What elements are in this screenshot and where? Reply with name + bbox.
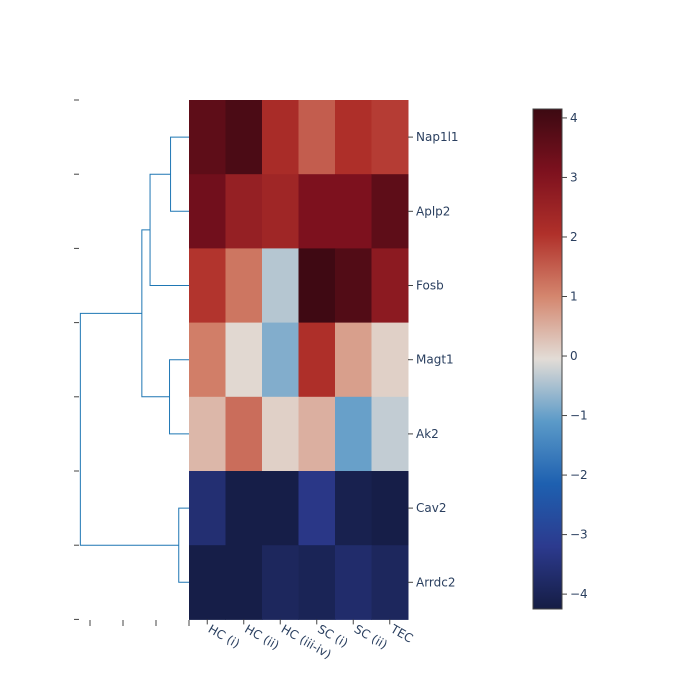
colorbar: 4 3 2 1 0 −1 −2 −3 −4 — [532, 108, 588, 610]
heatmap-cells — [189, 100, 409, 620]
heatmap-cell-fosb-5 — [335, 248, 372, 324]
heatmap-cell-nap1l1-3 — [262, 100, 299, 175]
heatmap-cell-nap1l1-4 — [298, 100, 336, 175]
heatmap-cell-cav2-6 — [371, 471, 409, 546]
dendrogram-link — [141, 229, 170, 398]
heatmap-cell-ak2-3 — [262, 396, 299, 472]
heatmap-cell-aplp2-2 — [225, 174, 263, 249]
heatmap-cell-ak2-6 — [371, 396, 409, 472]
heatmap-cell-nap1l1-1 — [189, 100, 226, 175]
heatmap-cell-arrdc2-3 — [262, 545, 299, 620]
column-label: TEC — [387, 621, 415, 645]
heatmap-cell-ak2-4 — [298, 396, 336, 472]
row-label: Magt1 — [416, 353, 454, 367]
heatmap-cell-nap1l1-2 — [225, 100, 263, 175]
colorbar-tick-label: 4 — [570, 111, 578, 125]
heatmap-cell-magt1-3 — [262, 322, 299, 398]
heatmap-cell-fosb-1 — [189, 248, 226, 324]
colorbar-tick-label: 3 — [570, 170, 578, 184]
colorbar-tick-label: −2 — [570, 468, 588, 482]
heatmap-cell-arrdc2-2 — [225, 545, 263, 620]
colorbar-tick-label: 1 — [570, 290, 578, 304]
column-label: HC (ii) — [242, 622, 281, 653]
heatmap-cell-cav2-4 — [298, 471, 336, 546]
colorbar-tick-label: 0 — [570, 349, 578, 363]
column-labels: HC (i) HC (ii)HC (iii-iv)SC (i) SC (ii)TEC — [206, 619, 415, 662]
heatmap-cell-magt1-1 — [189, 322, 226, 398]
dendrogram-link — [169, 359, 189, 435]
row-label: Fosb — [416, 279, 444, 293]
colorbar-gradient — [532, 108, 563, 610]
heatmap-cell-arrdc2-5 — [335, 545, 372, 620]
heatmap-cell-magt1-5 — [335, 322, 372, 398]
heatmap-cell-fosb-2 — [225, 248, 263, 324]
row-label: Arrdc2 — [416, 575, 456, 589]
colorbar-tick-label: 2 — [570, 230, 578, 244]
heatmap-cell-cav2-1 — [189, 471, 226, 546]
heatmap-cell-aplp2-3 — [262, 174, 299, 249]
heatmap-cell-aplp2-4 — [298, 174, 336, 249]
heatmap-cell-magt1-6 — [371, 322, 409, 398]
row-label: Ak2 — [416, 427, 439, 441]
heatmap-cell-ak2-1 — [189, 396, 226, 472]
colorbar-tick-label: −4 — [570, 587, 588, 601]
heatmap-cell-arrdc2-1 — [189, 545, 226, 620]
row-label: Nap1l1 — [416, 130, 459, 144]
heatmap-cell-arrdc2-4 — [298, 545, 336, 620]
column-label: HC (i) — [206, 622, 242, 651]
colorbar-tick-label: −1 — [570, 409, 588, 423]
heatmap-cell-fosb-4 — [298, 248, 336, 324]
heatmap-cell-magt1-2 — [225, 322, 263, 398]
dendrogram-link — [170, 136, 189, 212]
dendrogram-link — [79, 312, 179, 546]
heatmap-cell-cav2-2 — [225, 471, 263, 546]
heatmap-cell-cav2-5 — [335, 471, 372, 546]
heatmap-cell-ak2-5 — [335, 396, 372, 472]
heatmap-cell-ak2-2 — [225, 396, 263, 472]
dendrogram-link — [178, 507, 189, 583]
heatmap-cell-nap1l1-6 — [371, 100, 409, 175]
heatmap-cell-arrdc2-6 — [371, 545, 409, 620]
heatmap-cell-nap1l1-5 — [335, 100, 372, 175]
heatmap-cell-aplp2-5 — [335, 174, 372, 249]
heatmap-cell-cav2-3 — [262, 471, 299, 546]
colorbar-tick-label: −3 — [570, 528, 588, 542]
heatmap-cell-fosb-3 — [262, 248, 299, 324]
heatmap-cell-aplp2-6 — [371, 174, 409, 249]
row-label: Cav2 — [416, 501, 446, 515]
heatmap-cell-aplp2-1 — [189, 174, 226, 249]
dendrogram-axis-ticks — [74, 99, 190, 626]
dendrogram-link — [149, 173, 189, 286]
row-labels: Nap1l1 Aplp2 Fosb Magt1 Ak2 Cav2 Arrdc2 — [408, 130, 459, 589]
heatmap-cell-magt1-4 — [298, 322, 336, 398]
row-label: Aplp2 — [416, 204, 450, 218]
column-label: SC (ii) — [352, 622, 390, 652]
row-dendrogram — [79, 136, 189, 583]
heatmap-cell-fosb-6 — [371, 248, 409, 324]
